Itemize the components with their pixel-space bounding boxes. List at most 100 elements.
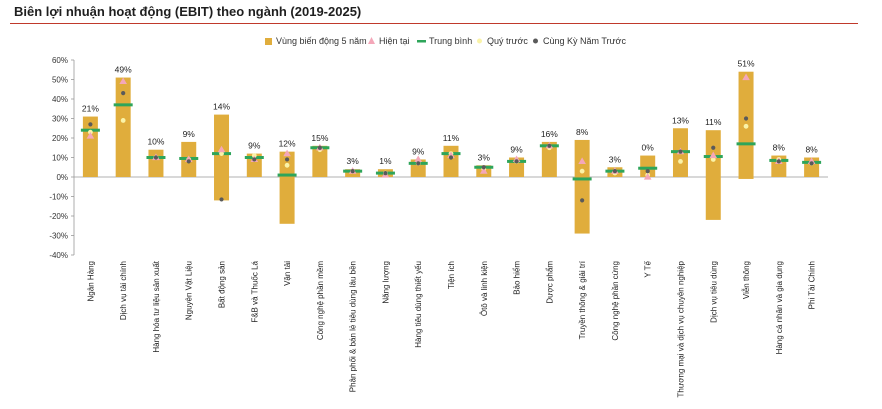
category-label: Thương mại và dịch vụ chuyên nghiệp <box>676 260 685 397</box>
data-label: 21% <box>82 104 99 114</box>
data-label: 15% <box>311 133 328 143</box>
prev-quarter-marker <box>579 168 585 174</box>
prev-year-marker <box>547 143 552 148</box>
y-axis: 60% 50% 40% 30% 20% 10% 0% -10% -20% -30% -40% <box>49 56 828 260</box>
legend-mean-swatch <box>417 40 426 43</box>
prev-year-marker <box>317 145 322 150</box>
data-label: 3% <box>347 156 360 166</box>
current-marker <box>479 167 488 174</box>
prev-year-marker <box>219 197 224 202</box>
range-bar <box>640 155 656 177</box>
y-tick-label: 40% <box>52 95 68 104</box>
y-tick-label: 20% <box>52 134 68 143</box>
prev-year-marker <box>252 157 257 162</box>
current-marker <box>512 155 521 163</box>
range-bar <box>574 139 590 234</box>
prev-year-marker <box>645 169 650 174</box>
prev-year-marker <box>809 161 814 166</box>
legend-prev-quarter-swatch <box>477 38 482 44</box>
prev-quarter-marker <box>710 157 716 162</box>
data-label: 1% <box>379 156 392 166</box>
range-bar <box>279 151 295 224</box>
range-bar <box>705 130 721 220</box>
prev-quarter-marker <box>743 123 749 129</box>
y-tick-label: 10% <box>52 154 68 163</box>
mean-marker <box>277 173 297 177</box>
prev-year-marker <box>448 155 454 160</box>
category-label: Công nghệ phần cứng <box>611 261 620 341</box>
prev-year-marker <box>481 165 486 170</box>
mean-marker <box>736 142 756 146</box>
current-marker <box>119 77 127 85</box>
current-marker <box>217 145 226 153</box>
data-label: 14% <box>213 102 230 112</box>
prev-year-marker <box>711 145 716 150</box>
category-label: Dịch vụ tiêu dùng <box>709 261 718 323</box>
prev-year-marker <box>776 159 781 164</box>
current-marker <box>414 155 423 163</box>
legend-prev-quarter-label: Quý trước <box>487 36 528 46</box>
prev-quarter-marker <box>219 151 224 157</box>
prev-year-marker <box>612 169 618 174</box>
current-marker <box>807 157 816 164</box>
category-label: Phi Tài Chính <box>808 261 817 309</box>
data-label: 49% <box>115 65 132 75</box>
data-label: 3% <box>478 152 491 162</box>
data-label: 0% <box>642 143 655 153</box>
category-label: Ngân Hàng <box>86 261 95 301</box>
prev-year-marker <box>284 157 290 162</box>
data-label: 10% <box>147 137 164 147</box>
legend-prev-year-swatch <box>533 38 538 44</box>
data-label: 8% <box>805 145 818 155</box>
point-markers <box>86 73 816 203</box>
range-bar <box>443 145 459 177</box>
legend-range-swatch <box>265 38 272 45</box>
range-bar <box>115 77 131 177</box>
prev-year-marker <box>153 155 159 160</box>
legend-current-label: Hiện tại <box>379 36 410 46</box>
y-tick-label: 50% <box>52 76 68 85</box>
data-label: 8% <box>773 143 786 153</box>
prev-quarter-marker <box>120 118 126 123</box>
data-label: 9% <box>510 145 523 155</box>
y-tick-label: -10% <box>49 193 68 202</box>
chart-title: Biên lợi nhuận hoạt động (EBIT) theo ngà… <box>14 4 362 19</box>
y-tick-label: -40% <box>49 251 68 260</box>
data-label: 9% <box>183 129 196 139</box>
category-label: Dịch vụ tài chính <box>119 261 128 320</box>
current-marker <box>86 132 95 139</box>
range-bar <box>214 114 230 201</box>
prev-year-marker <box>121 91 126 96</box>
data-label: 3% <box>609 154 622 164</box>
category-label: Nguyên Vật Liệu <box>185 261 194 320</box>
mean-marker <box>638 166 658 170</box>
prev-year-marker <box>88 122 93 127</box>
legend-current-swatch <box>368 37 375 44</box>
data-label: 11% <box>705 117 722 127</box>
category-label: Truyền thông & giải trí <box>578 260 587 339</box>
current-marker <box>447 151 455 159</box>
category-label: Công nghệ phần mềm <box>316 261 325 341</box>
data-label: 51% <box>738 59 755 69</box>
category-label: Viễn thông <box>742 261 751 299</box>
category-label: F&B và Thuốc Lá <box>250 260 259 322</box>
data-label: 13% <box>672 115 689 125</box>
prev-year-marker <box>678 149 683 154</box>
range-bar <box>246 153 262 177</box>
y-tick-label: 60% <box>52 56 68 65</box>
prev-year-marker <box>580 198 585 203</box>
prev-year-marker <box>383 171 388 176</box>
category-label: Phân phối & bán lẻ tiêu dùng lâu bền <box>349 261 358 392</box>
category-labels: Ngân Hàng Dịch vụ tài chính Hàng hóa tư li… <box>86 260 816 397</box>
data-label: 9% <box>248 141 261 151</box>
category-label: Tiện ích <box>447 261 456 289</box>
category-label: Y Tế <box>644 260 653 277</box>
current-marker <box>283 149 291 157</box>
data-label: 9% <box>412 146 425 156</box>
current-marker <box>184 155 193 163</box>
range-bar <box>312 145 328 177</box>
data-label: 11% <box>443 133 460 143</box>
y-tick-label: 30% <box>52 115 68 124</box>
prev-quarter-marker <box>678 159 683 164</box>
